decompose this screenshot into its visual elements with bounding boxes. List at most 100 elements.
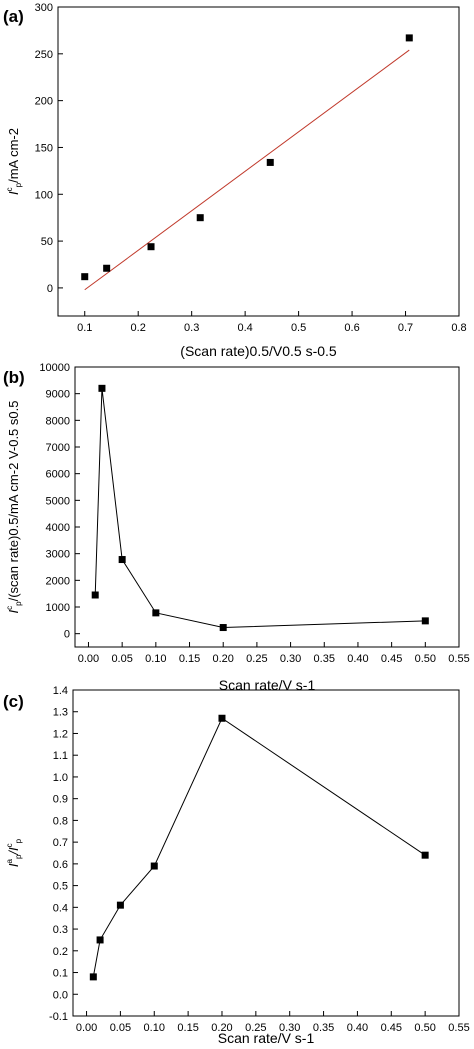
y-axis-label: Icp/(scan rate)0.5/mA cm-2 V-0.5 s0.5 [5, 401, 23, 614]
data-point [147, 243, 155, 251]
y-tick-label: 3000 [46, 549, 70, 561]
x-tick-label: 0.15 [179, 653, 200, 665]
x-axis-label: (Scan rate)0.5/V0.5 s-0.5 [180, 343, 337, 359]
fit-line [84, 49, 410, 291]
x-tick-label: 0.7 [398, 322, 413, 334]
x-tick-label: 0.5 [291, 322, 306, 334]
plot-frame [72, 689, 460, 1017]
y-tick-label: 0.1 [53, 968, 68, 980]
y-tick-label: 0.8 [53, 815, 68, 827]
data-point [96, 936, 104, 944]
y-tick-label: 0 [47, 283, 53, 295]
plot-frame [74, 366, 460, 648]
data-point [219, 624, 227, 632]
x-tick-label: 0.3 [184, 322, 199, 334]
y-tick-label: 9000 [46, 389, 70, 401]
x-tick-label: 0.25 [245, 1022, 266, 1034]
series-line [94, 388, 426, 629]
data-point [89, 973, 97, 981]
y-tick-label: 1.3 [53, 707, 68, 719]
panel-label: (b) [3, 368, 25, 387]
y-tick-label: 100 [35, 189, 53, 201]
x-tick-label: 0.40 [347, 1022, 368, 1034]
x-tick-label: 0.00 [78, 653, 99, 665]
x-tick-label: 0.00 [76, 1022, 97, 1034]
x-tick-label: 0.45 [381, 1022, 402, 1034]
y-tick-label: 0 [64, 629, 70, 641]
x-tick-label: 0.20 [211, 1022, 232, 1034]
panel-3: (c) 0.00 0.05 0.10 0.15 0.20 0.25 0.30 0.35 0.40 0… [3, 685, 470, 1046]
y-tick-label: 250 [35, 49, 53, 61]
data-point [405, 34, 413, 42]
y-tick-label: 0.7 [53, 837, 68, 849]
data-point [421, 617, 429, 625]
x-tick-label: 0.30 [279, 1022, 300, 1034]
panel-label: (c) [3, 692, 24, 711]
panel-1: (a) 0.1 0.2 0.3 0.4 0.5 0.6 0.7 0.8 0 50 100 150 200 2… [3, 2, 467, 359]
x-tick-label: 0.05 [110, 1022, 131, 1034]
plot-frame [57, 6, 460, 317]
data-point [103, 264, 111, 272]
y-tick-label: 7000 [46, 442, 70, 454]
y-tick-label: 1.2 [53, 728, 68, 740]
y-tick-label: 0.6 [53, 859, 68, 871]
y-axis-label: Icp/mA cm-2 [5, 128, 23, 195]
y-tick-label: 0.3 [53, 924, 68, 936]
data-point [421, 851, 429, 859]
y-tick-label: 50 [41, 236, 53, 248]
data-point [116, 901, 124, 909]
x-tick-label: 0.55 [448, 653, 469, 665]
y-tick-label: 4000 [46, 522, 70, 534]
x-tick-label: 0.8 [451, 322, 466, 334]
x-tick-label: 0.10 [144, 1022, 165, 1034]
y-tick-label: 1.1 [53, 750, 68, 762]
data-point [266, 158, 274, 166]
y-axis-label: Iap/Icp [5, 838, 23, 867]
y-tick-label: 200 [35, 96, 53, 108]
data-point [98, 384, 106, 392]
y-tick-label: 0.5 [53, 881, 68, 893]
x-tick-label: 0.50 [415, 653, 436, 665]
y-tick-label: 6000 [46, 469, 70, 481]
x-tick-label: 0.50 [414, 1022, 435, 1034]
y-tick-label: -0.1 [49, 1011, 68, 1023]
x-tick-label: 0.10 [145, 653, 166, 665]
panel-2: (b) 0.00 0.05 0.10 0.15 0.20 0.25 0.30 0.35 0.40 0… [3, 362, 470, 693]
data-point [152, 609, 160, 617]
y-tick-label: 2000 [46, 575, 70, 587]
data-point [91, 591, 99, 599]
data-point [150, 862, 158, 870]
x-tick-label: 0.15 [177, 1022, 198, 1034]
x-tick-label: 0.2 [131, 322, 146, 334]
x-tick-label: 0.35 [314, 653, 335, 665]
x-axis-label: Scan rate/V s-1 [219, 677, 316, 693]
x-tick-label: 0.45 [381, 653, 402, 665]
x-tick-label: 0.30 [280, 653, 301, 665]
y-tick-label: 5000 [46, 495, 70, 507]
y-tick-label: 8000 [46, 415, 70, 427]
panel-label: (a) [3, 7, 24, 26]
x-tick-label: 0.55 [448, 1022, 469, 1034]
y-tick-label: 0.9 [53, 794, 68, 806]
x-tick-label: 0.05 [111, 653, 132, 665]
y-tick-label: 1000 [46, 602, 70, 614]
x-axis-label: Scan rate/V s-1 [218, 1030, 315, 1046]
y-tick-label: 0.2 [53, 946, 68, 958]
data-point [118, 556, 126, 564]
y-tick-label: 10000 [39, 362, 70, 374]
x-tick-label: 0.20 [212, 653, 233, 665]
y-tick-label: 300 [35, 2, 53, 14]
series-line [92, 717, 426, 977]
y-tick-label: 0.4 [53, 902, 68, 914]
y-tick-label: 150 [35, 142, 53, 154]
x-tick-label: 0.4 [237, 322, 252, 334]
data-point [218, 714, 226, 722]
data-point [81, 273, 89, 281]
x-tick-label: 0.35 [313, 1022, 334, 1034]
data-point [196, 214, 204, 222]
y-tick-label: 1.4 [53, 685, 68, 697]
x-tick-label: 0.40 [347, 653, 368, 665]
y-tick-label: 1.0 [53, 772, 68, 784]
y-tick-label: 0.0 [53, 989, 68, 1001]
